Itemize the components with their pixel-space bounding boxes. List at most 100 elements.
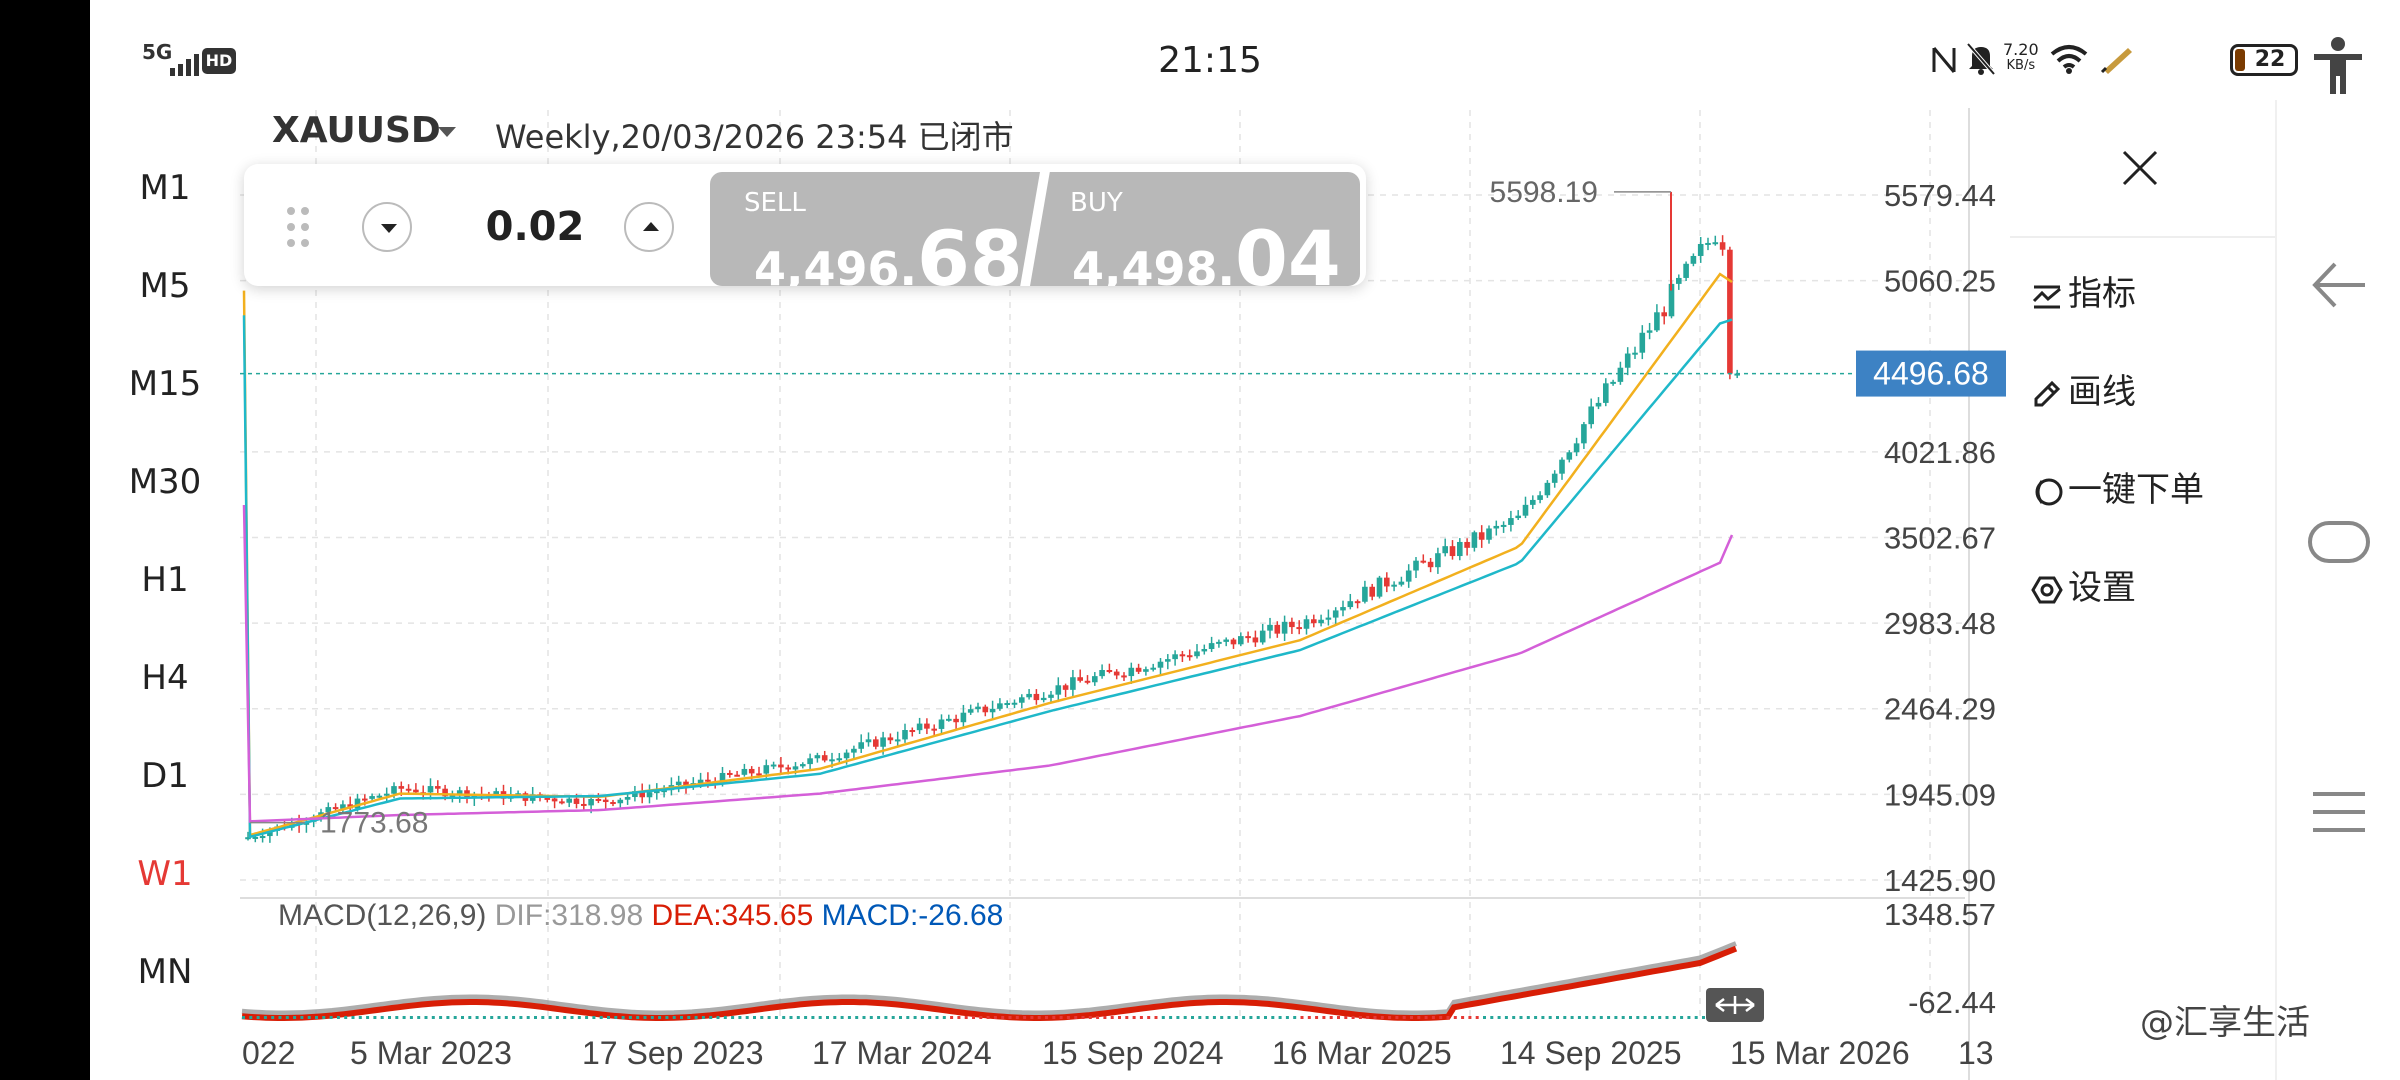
candle-body [880, 737, 886, 747]
macd-histogram-bar [555, 1016, 559, 1019]
macd-histogram-bar [1139, 1016, 1143, 1019]
macd-histogram-bar [957, 1016, 961, 1019]
network-speed: 7.20 KB/s [2003, 42, 2039, 74]
macd-histogram-bar [1548, 1016, 1552, 1019]
macd-histogram-bar [1629, 1016, 1632, 1019]
macd-histogram-bar [796, 1016, 800, 1019]
candle-body [646, 792, 653, 798]
candle-body [398, 786, 405, 789]
timeframe-h4[interactable]: H4 [141, 658, 189, 698]
buy-price-pips: 04 [1234, 214, 1341, 303]
macd-histogram-bar [1388, 1016, 1392, 1019]
macd-histogram-bar [804, 1016, 808, 1019]
candle-body [756, 773, 762, 776]
sell-button[interactable]: SELL 4,496.68 [710, 172, 1040, 286]
candle-body [1551, 473, 1558, 483]
menu-indicators[interactable]: 指标 [2030, 266, 2136, 315]
candle-body [1201, 649, 1208, 652]
recents-menu-icon[interactable] [2311, 790, 2367, 834]
macd-histogram-bar [709, 1016, 713, 1019]
timeframe-w1[interactable]: W1 [137, 854, 193, 894]
menu-draw-lines[interactable]: 画线 [2030, 364, 2136, 413]
macd-histogram-bar [1227, 1016, 1231, 1019]
timeframe-m30[interactable]: M30 [128, 462, 202, 502]
timeframe-m1[interactable]: M1 [139, 168, 191, 208]
candle-body [916, 723, 923, 731]
macd-histogram-bar [869, 1016, 873, 1019]
macd-histogram-bar [1205, 1016, 1209, 1019]
macd-histogram-bar [1570, 1016, 1574, 1019]
candle-body [1427, 561, 1434, 568]
macd-histogram-bar [1461, 1016, 1465, 1019]
candle-body [1252, 637, 1259, 643]
buy-button[interactable]: BUY 4,498.04 [1030, 172, 1360, 286]
macd-histogram-bar [1483, 1016, 1486, 1019]
macd-histogram-bar [1504, 1016, 1508, 1019]
accessibility-icon[interactable] [2310, 36, 2366, 96]
macd-histogram-bar [1431, 1016, 1435, 1019]
macd-histogram-bar [621, 1016, 625, 1019]
battery-fill [2235, 49, 2245, 71]
price-chart[interactable]: 5598.19 1773.68 5579.44 5060.25 4021.86 3502… [240, 108, 2010, 1080]
macd-histogram-bar [950, 1016, 954, 1019]
menu-one-click-trading[interactable]: 一键下单 [2030, 462, 2204, 511]
timeframe-m5[interactable]: M5 [139, 266, 191, 306]
candle-body [610, 802, 616, 805]
macd-histogram-bar [986, 1016, 990, 1019]
candle-body [1303, 619, 1310, 629]
lot-size-value[interactable]: 0.02 [485, 204, 585, 250]
time-axis-label: 15 Mar 2026 [1730, 1035, 1910, 1071]
candle-body [967, 709, 974, 713]
candlestick-series [245, 191, 1740, 843]
candle-body [493, 791, 499, 795]
home-pill-icon[interactable] [2307, 520, 2371, 564]
candle-body [456, 790, 463, 795]
timeframe-mn[interactable]: MN [137, 952, 193, 992]
candle-body [332, 807, 339, 810]
drag-handle-icon[interactable] [284, 204, 312, 250]
macd-histogram-bar [1621, 1016, 1625, 1019]
candle-body [617, 799, 624, 804]
macd-histogram-bar [380, 1016, 384, 1019]
macd-histogram-bar [315, 1016, 318, 1019]
macd-histogram-bar [1198, 1016, 1202, 1019]
candle-body [785, 767, 791, 770]
lot-decrease-button[interactable] [362, 202, 412, 252]
candle-body [705, 779, 711, 782]
macd-histogram-bar [439, 1016, 443, 1019]
candle-body [559, 801, 565, 804]
candle-body [383, 793, 390, 796]
symbol-selector[interactable]: XAUUSD [272, 110, 441, 151]
candle-body [1727, 249, 1733, 374]
candle-body [1157, 661, 1164, 668]
timeframe-d1[interactable]: D1 [141, 756, 189, 796]
macd-histogram-bar [351, 1016, 355, 1019]
candle-body [376, 795, 383, 798]
lot-increase-button[interactable] [624, 202, 674, 252]
timeframe-h1[interactable]: H1 [141, 560, 189, 600]
macd-histogram-bar [526, 1016, 530, 1019]
macd-histogram-bar [1380, 1016, 1384, 1019]
buy-price-major: 4,498. [1072, 242, 1235, 296]
candle-body [1632, 352, 1638, 355]
sell-price: 4,496.68 [754, 214, 1023, 286]
macd-histogram-bar [373, 1016, 377, 1019]
macd-histogram-bar [1439, 1016, 1443, 1019]
timeframe-m15[interactable]: M15 [128, 364, 202, 404]
back-arrow-icon[interactable] [2311, 260, 2367, 310]
candle-body [267, 830, 273, 837]
macd-histogram-bar [811, 1016, 815, 1019]
macd-histogram-bar [424, 1016, 428, 1019]
macd-histogram-bar [1556, 1016, 1559, 1019]
macd-histogram-bar [1424, 1016, 1428, 1019]
status-bar: 5G HD 21:15 7.20 KB/s 22 [90, 0, 2400, 100]
macd-histogram-bar [1307, 1016, 1311, 1019]
close-icon[interactable] [2120, 148, 2160, 188]
candle-body [1311, 619, 1317, 624]
symbol-dropdown-caret-icon[interactable] [438, 127, 456, 137]
candle-body [405, 788, 412, 791]
menu-settings-label: 设置 [2068, 568, 2136, 608]
candle-body [1697, 243, 1704, 256]
menu-settings[interactable]: 设置 [2030, 560, 2136, 609]
price-axis-label: 2983.48 [1884, 606, 1996, 641]
